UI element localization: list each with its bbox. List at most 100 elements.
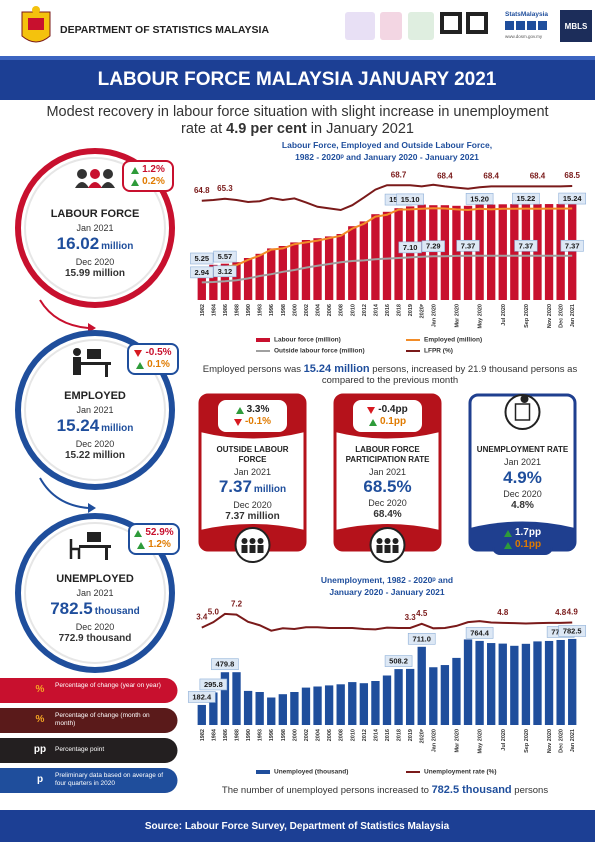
value-label-box	[456, 239, 480, 252]
arrow-down	[367, 406, 376, 414]
x-tick-label: 2004	[316, 728, 322, 741]
month-on-month-change: 0.1%	[147, 359, 170, 370]
change-row: 1.2%	[133, 539, 175, 551]
current-value: 4.9%	[503, 467, 542, 487]
current-value-line: 4.9%	[473, 468, 573, 489]
x-tick-label: May 2020	[478, 729, 484, 753]
change-row: -0.1%	[223, 416, 282, 428]
value-label: 68.7	[391, 170, 407, 179]
x-tick-label: 2000	[292, 729, 298, 741]
icon	[79, 362, 111, 365]
current-value: 68.5%	[363, 477, 412, 497]
legend-label: Unemployed (thousand)	[274, 769, 348, 776]
value-label-box	[407, 632, 436, 645]
month-on-month-change: 0.1pp	[379, 416, 407, 427]
x-tick-label: 2020ᵖ	[420, 303, 426, 318]
partner-logos	[345, 10, 592, 42]
x-tick-label: 2020ᵖ	[420, 728, 426, 743]
line	[201, 612, 573, 632]
x-tick-label: 2019	[408, 304, 414, 316]
bar	[209, 692, 218, 725]
value-label: 711.0	[413, 634, 431, 643]
x-tick-label: 1986	[223, 304, 229, 316]
icon	[105, 365, 108, 377]
icon	[376, 538, 383, 544]
previous-period: Dec 2020	[233, 500, 272, 511]
change-badge: 3.3% -0.1%	[218, 400, 287, 432]
bar	[463, 205, 473, 300]
current-period: Jan 2021	[76, 405, 114, 416]
note-highlight: 15.24 million	[303, 363, 370, 375]
bar	[301, 240, 311, 300]
chart-subtitle: 1982 - 2020ᵖ and January 2020 - January …	[295, 152, 479, 162]
value-label: 7.29	[426, 242, 441, 251]
x-tick-label: Dec 2020	[559, 304, 565, 328]
bar	[336, 684, 345, 725]
value-label-box	[190, 252, 214, 265]
x-tick-label: 1990	[246, 304, 252, 316]
x-tick-label: Sep 2020	[524, 729, 530, 753]
headline-highlight: 4.9 per cent	[226, 121, 307, 138]
bar	[278, 694, 287, 725]
x-tick-label: 2008	[339, 304, 345, 316]
note-pill	[0, 708, 178, 733]
icon	[105, 548, 108, 560]
current-period: Jan 2021	[368, 466, 407, 477]
year-on-year-change: 1.7pp	[514, 527, 542, 538]
chart-subtitle: January 2020 - January 2021	[329, 587, 445, 597]
value-label: 4.8	[497, 608, 509, 617]
x-tick-label: Dec 2020	[559, 729, 565, 753]
x-tick-label: Jan 2020	[431, 729, 437, 752]
value-label: 68.4	[483, 172, 499, 181]
arrow-up	[368, 418, 377, 426]
bar	[440, 205, 450, 300]
indicator-label: LABOUR FORCE PARTICIPATION RATE	[345, 445, 430, 464]
note-text: persons, increased by 21.9 thousand pers…	[321, 364, 578, 386]
arrow-down	[134, 349, 143, 357]
year-on-year-change: -0.4pp	[378, 404, 408, 415]
x-tick-label: Nov 2020	[547, 304, 553, 328]
bar	[197, 704, 206, 725]
current-value: 7.37	[218, 477, 252, 497]
arrow-up	[131, 178, 140, 186]
x-tick-label: Mar 2020	[454, 304, 460, 328]
x-tick-label: 2014	[373, 728, 379, 741]
x-tick-label: 1996	[269, 729, 275, 741]
bar	[463, 639, 473, 725]
value-label-box	[211, 658, 239, 671]
value-label-box	[558, 192, 587, 205]
month-on-month-change: -0.1%	[244, 416, 272, 427]
icon	[520, 395, 529, 403]
bar	[290, 692, 299, 725]
indicator-text: UNEMPLOYED Jan 2021 782.5 thousand Dec 2020 7…	[25, 573, 165, 646]
value-label-box	[213, 265, 237, 278]
value-label-box	[398, 241, 422, 254]
change-badge: -0.4pp 0.1pp	[353, 400, 422, 432]
bar	[336, 234, 345, 300]
value-label: 4.9	[567, 608, 579, 617]
value-label-box	[384, 655, 413, 667]
legend-swatch	[256, 770, 270, 774]
change-badge: 1.7pp 0.1pp	[492, 523, 553, 555]
note-text: Percentage of change (year on year)	[55, 682, 161, 689]
card-icon	[504, 394, 541, 430]
change-row: -0.5%	[132, 347, 174, 359]
chart: Unemployment, 1982 - 2020ᵖ and January 20…	[187, 575, 587, 776]
bar	[533, 641, 542, 725]
x-tick-label: 2010	[350, 304, 356, 316]
value-label: 4.5	[416, 609, 428, 618]
change-row: 52.9%	[133, 527, 175, 539]
icon	[88, 182, 102, 188]
employed-note: Employed persons was 15.24 million perso…	[200, 363, 580, 386]
indicator-label: UNEMPLOYED	[56, 573, 134, 585]
bar	[255, 692, 264, 725]
x-tick-label: 1982	[200, 304, 206, 316]
value-label: 3.4	[196, 613, 208, 622]
value-label-box	[465, 627, 494, 639]
value-label: 3.3	[405, 613, 417, 622]
current-value-line: 782.5 thousand	[25, 599, 165, 622]
note-symbol: pp	[33, 744, 47, 755]
x-tick-label: 2000	[292, 304, 298, 316]
value-label: 15.22	[517, 194, 536, 203]
